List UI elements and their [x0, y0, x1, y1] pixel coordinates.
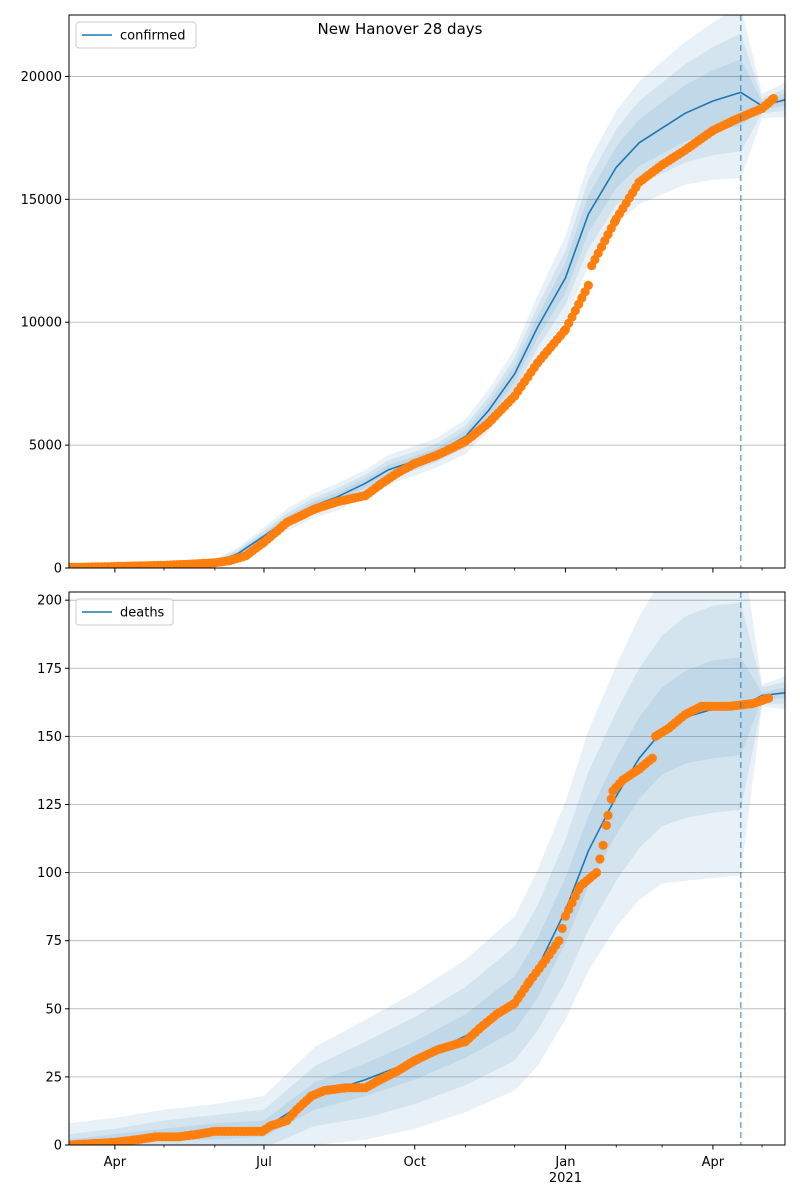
y-tick-label: 200 — [37, 594, 62, 609]
observed-point — [764, 693, 774, 703]
uncertainty-band-1 — [69, 15, 785, 568]
x-tick-sublabel: 2021 — [549, 1171, 582, 1186]
y-tick-label: 150 — [37, 730, 62, 745]
observed-point — [554, 936, 564, 946]
y-tick-label: 0 — [54, 1139, 62, 1154]
observed-point — [606, 794, 616, 804]
observed-point — [595, 854, 605, 864]
observed-point — [598, 840, 608, 850]
uncertainty-band-3 — [69, 59, 785, 568]
y-tick-label: 0 — [54, 562, 62, 577]
plot-area — [69, 15, 785, 568]
observed-point — [768, 93, 779, 104]
observed-point — [583, 280, 594, 290]
uncertainty-band-1 — [69, 592, 785, 1145]
legend-label: confirmed — [120, 29, 186, 44]
y-tick-label: 75 — [45, 934, 62, 949]
uncertainty-band-2 — [69, 602, 785, 1145]
observed-point — [557, 923, 567, 934]
y-tick-label: 100 — [37, 866, 62, 881]
chart-panel-confirmed: 0 5000 10000 15000 20000 confirmed — [21, 14, 786, 577]
observed-point — [592, 868, 602, 878]
y-tick-label: 10000 — [21, 316, 62, 331]
legend-box — [75, 21, 197, 49]
uncertainty-band-3 — [69, 657, 785, 1145]
x-tick-label: Apr — [702, 1155, 725, 1170]
x-tick-label: Jul — [255, 1155, 272, 1170]
y-tick-label: 15000 — [21, 193, 62, 208]
y-tick-label: 125 — [37, 798, 62, 813]
x-tick-label: Oct — [403, 1155, 425, 1170]
y-tick-label: 5000 — [29, 439, 62, 454]
legend-label: deaths — [120, 606, 165, 621]
y-tick-label: 175 — [37, 662, 62, 677]
legend-box — [75, 598, 174, 626]
plot-area — [69, 592, 785, 1145]
y-tick-label: 25 — [45, 1070, 62, 1085]
x-tick-label: Apr — [104, 1155, 127, 1170]
axes-frame — [68, 14, 786, 569]
y-tick-label: 20000 — [21, 70, 62, 85]
x-tick-label: Jan — [554, 1155, 575, 1170]
observed-point — [601, 820, 612, 831]
uncertainty-band-2 — [69, 33, 785, 568]
figure-title: New Hanover 28 days — [317, 20, 483, 38]
observed-point — [603, 810, 613, 821]
observed-point — [647, 753, 657, 763]
y-tick-label: 50 — [45, 1002, 62, 1017]
axes-frame — [68, 591, 786, 1146]
